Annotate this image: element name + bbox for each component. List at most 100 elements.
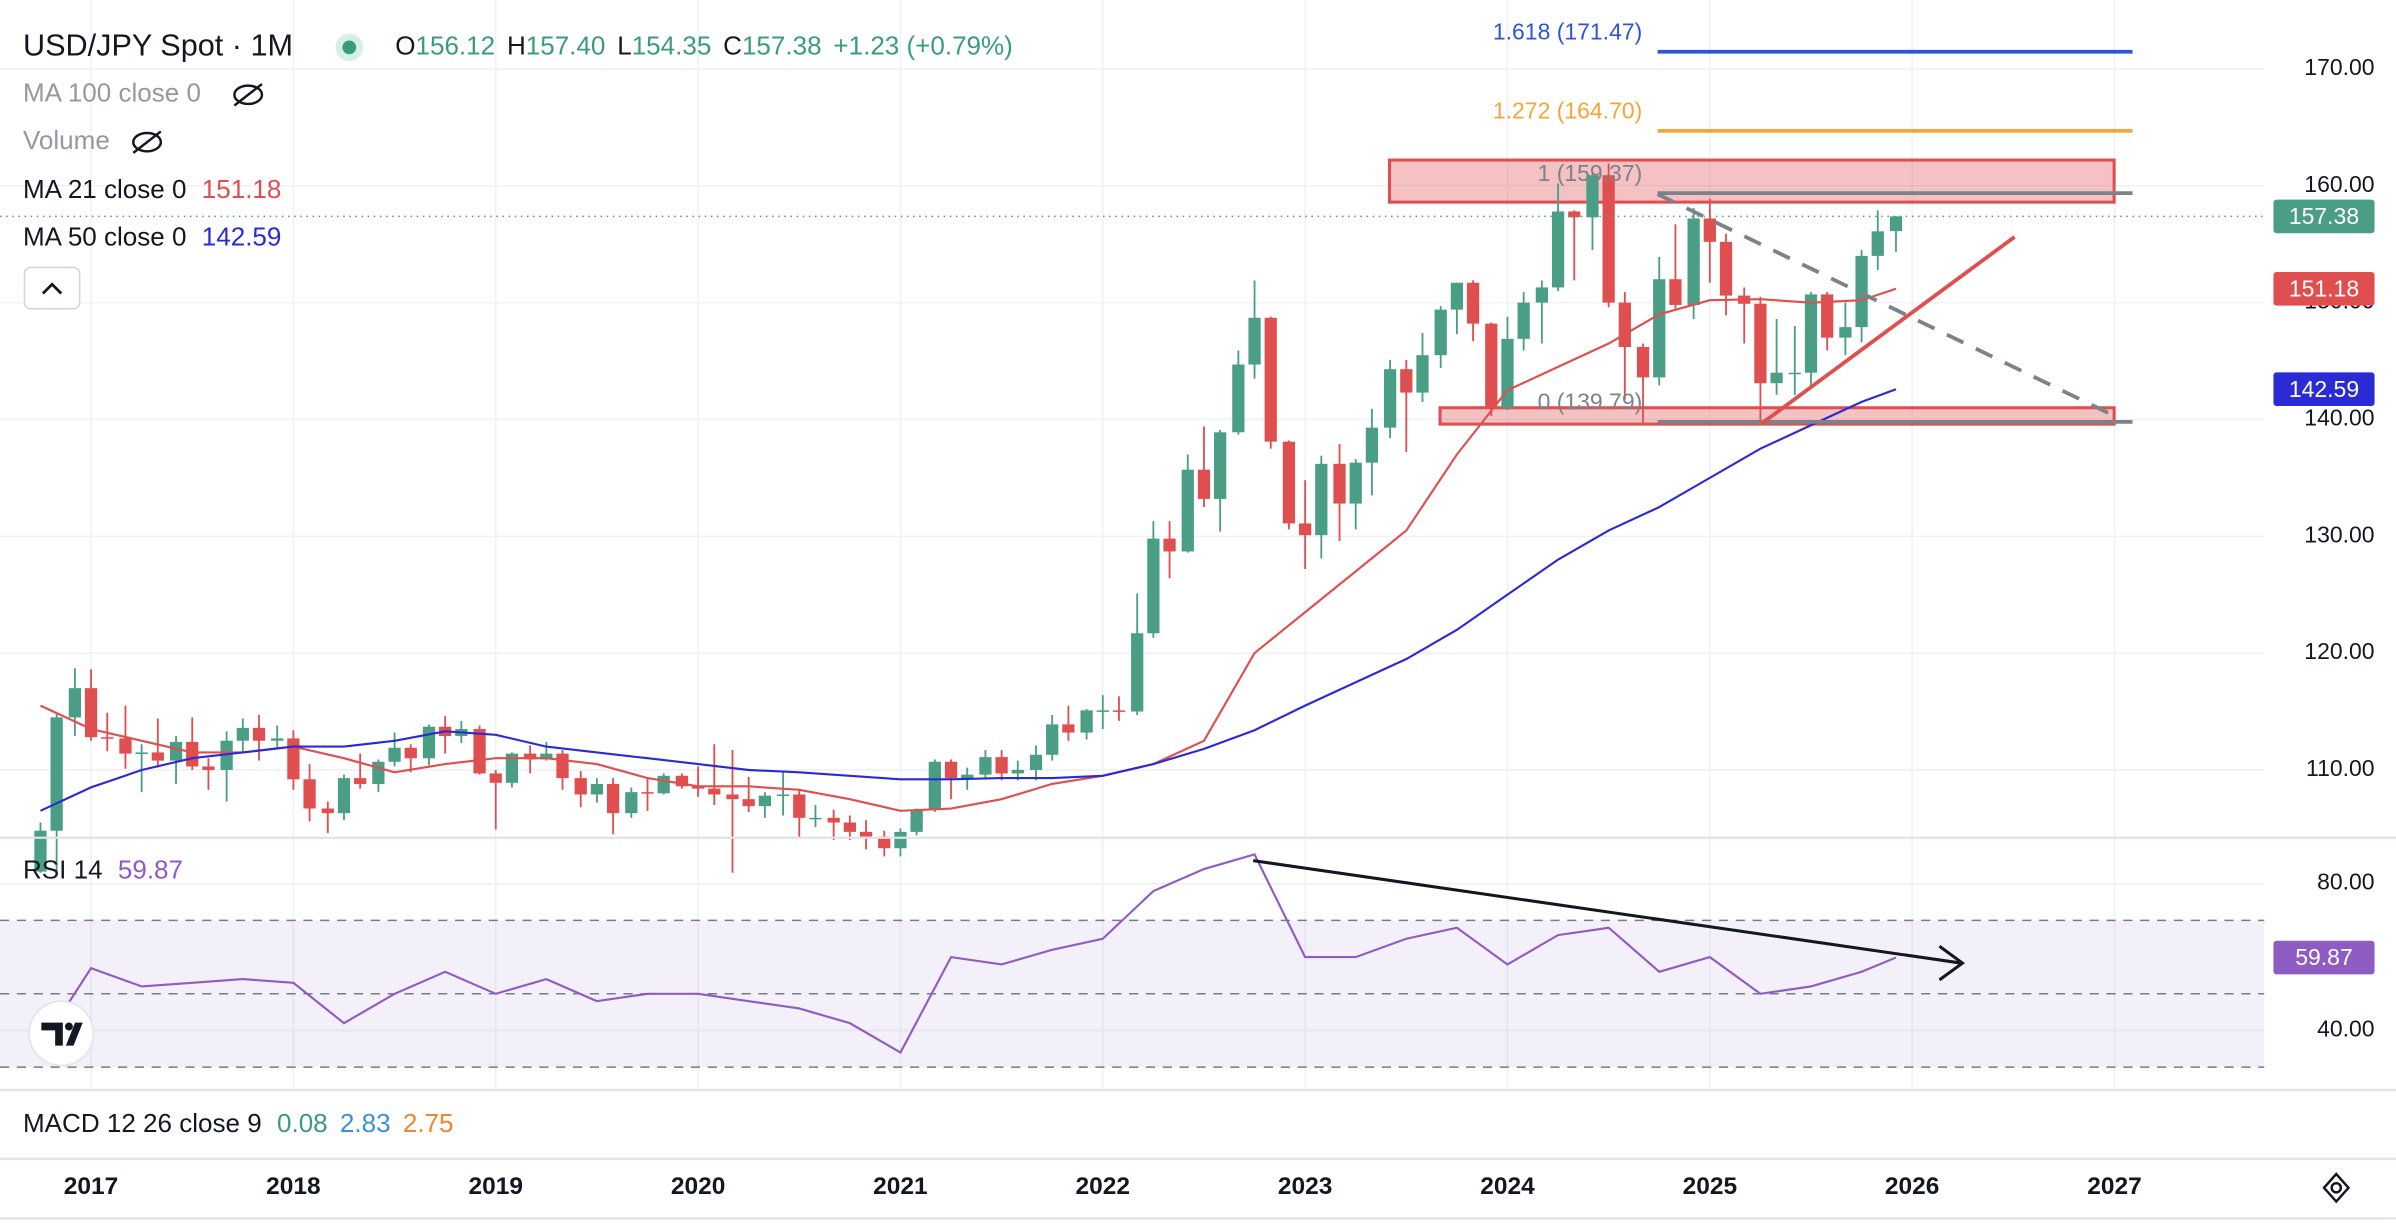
- price-label: 142.59: [2289, 376, 2359, 402]
- candle-body: [1804, 294, 1818, 373]
- y-tick-label: 120.00: [2304, 638, 2374, 664]
- candle-body: [1839, 327, 1852, 338]
- candle-body: [878, 836, 891, 849]
- candle-body: [34, 830, 47, 872]
- candle-body: [758, 795, 771, 807]
- collapse-button[interactable]: [23, 266, 81, 310]
- ohlc-key: L: [617, 30, 631, 60]
- candle-body: [625, 792, 638, 814]
- indicator-line: [39, 287, 1897, 812]
- candle-body: [1535, 287, 1549, 303]
- eye-hidden-icon[interactable]: [233, 83, 264, 107]
- candle-body: [540, 753, 553, 760]
- price-label-bg: [2273, 272, 2375, 306]
- candle-body: [1636, 347, 1650, 378]
- x-tick-label: 2018: [266, 1173, 320, 1200]
- candle-body: [84, 688, 98, 738]
- candle-body: [186, 741, 199, 767]
- candle-body: [372, 761, 385, 784]
- candle-body: [556, 753, 569, 779]
- candle-body: [675, 775, 689, 787]
- candle-body: [1232, 364, 1245, 433]
- candle-body: [776, 794, 790, 797]
- candle-body: [1889, 216, 1903, 232]
- trend-line: [1656, 192, 2115, 418]
- candle-body: [271, 738, 284, 741]
- candle-body: [236, 727, 249, 741]
- macd-value: 2.83: [340, 1108, 391, 1138]
- candle-body: [1197, 469, 1211, 499]
- candle-body: [1450, 282, 1464, 310]
- x-tick-label: 2020: [671, 1173, 725, 1200]
- candle-body: [574, 778, 587, 795]
- ma-value: 151.18: [202, 174, 282, 204]
- ohlc-value: 154.35: [632, 30, 712, 60]
- ohlc-key: O: [395, 30, 415, 60]
- zone: [1387, 158, 2116, 204]
- trend-arrow: [1252, 859, 1962, 965]
- candle-body: [321, 808, 334, 814]
- ohlc-key: C: [723, 30, 742, 60]
- hidden-indicator[interactable]: MA 100 close 0: [23, 78, 201, 108]
- ohlc-key: H: [507, 30, 526, 60]
- candle-body: [1400, 369, 1413, 393]
- candle-body: [1365, 427, 1379, 463]
- candle-body: [1434, 309, 1447, 356]
- status-dot: [342, 40, 357, 55]
- candle-body: [1096, 710, 1109, 712]
- rsi-legend: RSI 14 59.87: [23, 854, 183, 884]
- candle-body: [1264, 317, 1277, 442]
- price-label-bg: [2273, 199, 2375, 234]
- ma-legend: MA 21 close 0 151.18: [23, 174, 281, 204]
- marks-layer: [0, 49, 2265, 1054]
- candle-body: [1551, 211, 1565, 288]
- candle-body: [691, 786, 705, 789]
- candle-body: [1653, 279, 1666, 378]
- y-tick-label: 110.00: [2306, 755, 2375, 781]
- candle-body: [1586, 175, 1599, 218]
- fib-label: 1.272 (164.70): [1493, 98, 1642, 124]
- candle-body: [910, 809, 923, 832]
- hidden-indicator[interactable]: Volume: [23, 125, 110, 155]
- x-tick-label: 2025: [1683, 1173, 1737, 1200]
- candle-body: [1669, 279, 1682, 305]
- x-tick-label: 2021: [873, 1173, 927, 1200]
- y-tick-label: 80.00: [2317, 869, 2374, 895]
- settings-icon[interactable]: [2322, 1172, 2351, 1204]
- x-tick-label: 2019: [468, 1173, 522, 1200]
- candle-body: [742, 799, 755, 807]
- symbol-title: USD/JPY Spot · 1M: [23, 28, 293, 62]
- candle-body: [1703, 218, 1716, 242]
- ma-legend: MA 50 close 0 142.59: [23, 221, 281, 251]
- eye-hidden-icon[interactable]: [132, 130, 163, 154]
- ohlc-value: 156.12: [416, 30, 496, 60]
- x-tick-label: 2027: [2087, 1173, 2141, 1200]
- candle-body: [1147, 538, 1160, 634]
- candle-body: [979, 757, 992, 775]
- candle-body: [151, 752, 164, 761]
- candle-body: [1299, 523, 1312, 536]
- price-label: 59.87: [2295, 944, 2352, 970]
- ma-value: 142.59: [202, 221, 282, 251]
- candle-body: [101, 737, 114, 739]
- x-tick-label: 2026: [1885, 1173, 1939, 1200]
- candle-body: [1315, 463, 1328, 536]
- candle-body: [995, 757, 1008, 774]
- candle-body: [252, 727, 266, 741]
- candle-body: [169, 741, 183, 761]
- indicator-line: [39, 388, 1897, 812]
- candle-body: [135, 752, 148, 754]
- logo[interactable]: [28, 1000, 95, 1067]
- candle-body: [944, 761, 958, 779]
- candle-body: [1248, 317, 1261, 365]
- macd-name: MACD 12 26 close 9: [23, 1108, 262, 1138]
- candle-body: [1112, 710, 1126, 712]
- candle-body: [1416, 355, 1429, 393]
- price-label: 151.18: [2289, 275, 2359, 301]
- candle-body: [1333, 463, 1346, 504]
- trend-line: [1760, 235, 2016, 425]
- candle-body: [1485, 323, 1498, 408]
- candle-body: [287, 738, 300, 780]
